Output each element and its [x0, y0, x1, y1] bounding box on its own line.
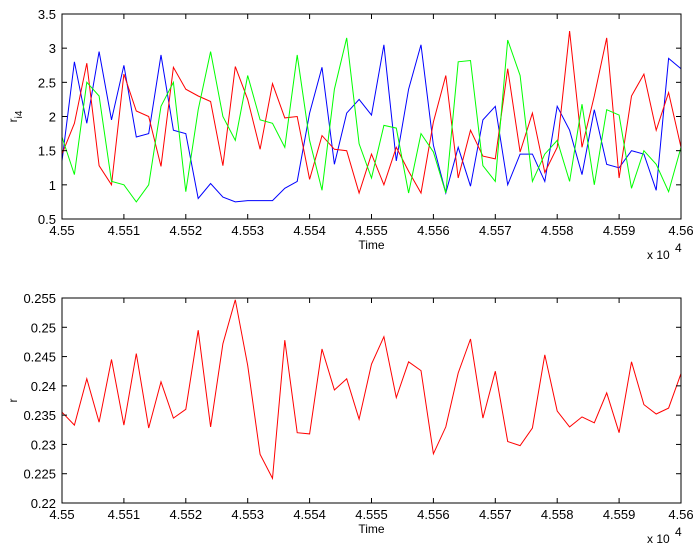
- x-multiplier-label: x 10: [647, 532, 670, 546]
- y-tick-label: 3.5: [38, 7, 56, 22]
- y-tick-label: 1.5: [38, 144, 56, 159]
- y-tick-label: 0.235: [23, 408, 56, 423]
- y-tick-label: 0.255: [23, 291, 56, 306]
- x-tick-label: 4.558: [541, 223, 574, 238]
- series-line-1: [61, 44, 682, 203]
- chart-2: 4.55 4.551 4.552 4.553 4.554 4.555 4.556 4.557 4…: [6, 291, 694, 546]
- y-tick-label: 0.22: [31, 496, 56, 511]
- x-multiplier-exponent: 4: [675, 241, 682, 255]
- x-axis-title: Time: [358, 238, 385, 252]
- x-tick-label: 4.556: [417, 223, 450, 238]
- y-axis-title: ri4: [6, 110, 25, 122]
- y-tick-label: 0.5: [38, 212, 56, 227]
- chart-1: 4.55 4.551 4.552 4.553 4.554 4.555 4.556 4.557 4…: [6, 7, 694, 262]
- x-tick-label: 4.552: [170, 507, 203, 522]
- x-tick-label: 4.557: [479, 223, 512, 238]
- x-tick-label: 4.555: [355, 223, 388, 238]
- x-tick-label: 4.554: [293, 507, 326, 522]
- series-line-3: [61, 37, 682, 203]
- x-tick-label: 4.551: [108, 223, 141, 238]
- x-tick-label: 4.56: [668, 223, 693, 238]
- x-tick-label: 4.555: [355, 507, 388, 522]
- y-tick-label: 0.25: [31, 320, 56, 335]
- x-tick-label: 4.553: [231, 223, 264, 238]
- y-tick-label: 2: [49, 110, 56, 125]
- y-tick-label: 0.23: [31, 437, 56, 452]
- x-tick-label: 4.557: [479, 507, 512, 522]
- plot-frame: [61, 297, 682, 504]
- y-tick-label: 3: [49, 41, 56, 56]
- x-tick-label: 4.56: [668, 507, 693, 522]
- series-line-1: [61, 299, 682, 481]
- x-tick-label: 4.559: [603, 507, 636, 522]
- y-tick-label: 1: [49, 178, 56, 193]
- x-multiplier-label: x 10: [647, 248, 670, 262]
- x-tick-label: 4.551: [108, 507, 141, 522]
- x-tick-label: 4.55: [49, 223, 74, 238]
- x-tick-label: 4.55: [49, 507, 74, 522]
- y-tick-label: 0.24: [31, 379, 56, 394]
- y-tick-label: 2.5: [38, 75, 56, 90]
- x-tick-label: 4.556: [417, 507, 450, 522]
- x-multiplier-exponent: 4: [675, 525, 682, 539]
- x-tick-label: 4.552: [170, 223, 203, 238]
- x-axis-title: Time: [358, 522, 385, 536]
- x-tick-label: 4.554: [293, 223, 326, 238]
- series-line-2: [61, 31, 682, 195]
- x-tick-label: 4.558: [541, 507, 574, 522]
- x-tick-label: 4.553: [231, 507, 264, 522]
- plot-frame: [61, 13, 682, 220]
- y-tick-label: 0.225: [23, 467, 56, 482]
- x-tick-label: 4.559: [603, 223, 636, 238]
- y-axis-title: r: [6, 399, 20, 403]
- y-tick-label: 0.245: [23, 350, 56, 365]
